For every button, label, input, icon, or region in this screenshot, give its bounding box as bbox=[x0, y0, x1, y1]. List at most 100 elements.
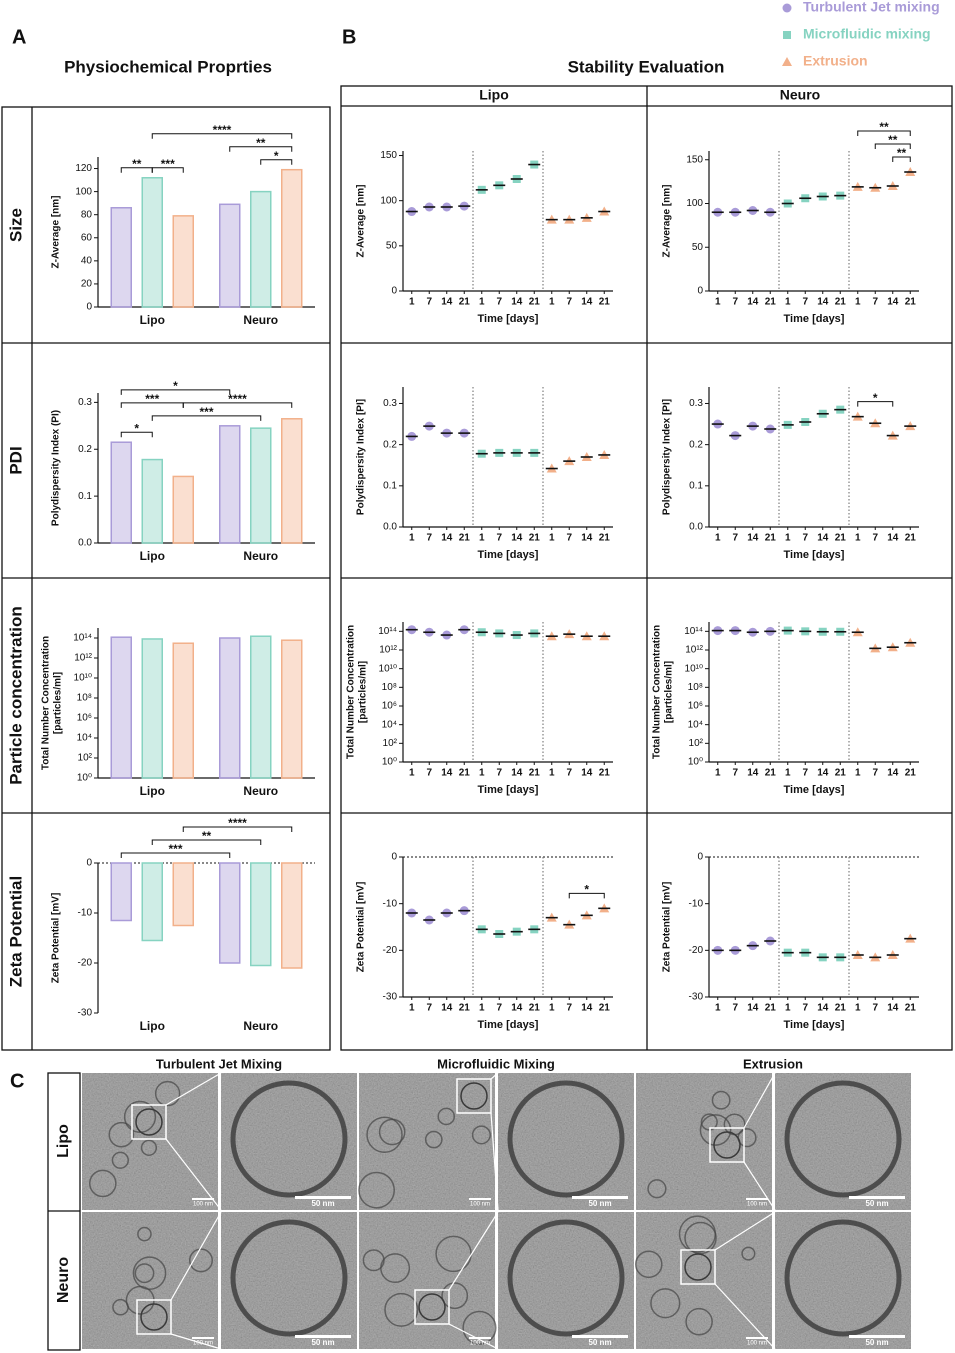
x-tick-label: 1 bbox=[785, 768, 791, 779]
bar bbox=[219, 862, 241, 964]
x-tick-label: 14 bbox=[887, 533, 899, 544]
panel-label: C bbox=[10, 1070, 24, 1092]
x-tick-label: 14 bbox=[441, 768, 453, 779]
scale-bar bbox=[469, 1337, 491, 1339]
x-tick-label: 7 bbox=[872, 533, 878, 544]
x-tick-label: 21 bbox=[905, 297, 917, 308]
x-tick-label: 7 bbox=[426, 533, 432, 544]
y-axis-label: [particles/ml] bbox=[53, 672, 64, 734]
significance-bracket bbox=[874, 143, 911, 149]
x-tick-label: 1 bbox=[479, 1003, 485, 1014]
significance-label: * bbox=[873, 391, 878, 405]
y-axis-label: [particles/ml] bbox=[358, 661, 369, 723]
micrograph-grain bbox=[775, 1212, 911, 1349]
vesicle bbox=[635, 1250, 663, 1279]
x-tick-label: 1 bbox=[855, 297, 861, 308]
x-tick-label: 14 bbox=[817, 297, 829, 308]
x-tick-label: 21 bbox=[765, 1003, 777, 1014]
vesicle bbox=[424, 1130, 443, 1149]
significance-label: ** bbox=[202, 829, 212, 843]
panel-label: A bbox=[12, 26, 26, 48]
scale-bar bbox=[192, 1337, 214, 1339]
significance-bracket bbox=[151, 167, 184, 173]
x-tick-label: 1 bbox=[715, 768, 721, 779]
bar bbox=[281, 639, 303, 779]
y-axis-label: Zeta Potential [mV] bbox=[51, 893, 62, 984]
row-header: PDI bbox=[6, 446, 25, 474]
scale-bar-label: 50 nm bbox=[865, 1199, 888, 1208]
significance-label: *** bbox=[161, 157, 175, 171]
y-axis-label: Total Number Concentration bbox=[41, 636, 52, 770]
row-header: Lipo bbox=[55, 1124, 72, 1158]
vesicle bbox=[471, 1125, 491, 1145]
scale-bar-label: 100 nm bbox=[747, 1202, 767, 1208]
significance-bracket bbox=[120, 389, 231, 395]
y-axis-label: Total Number Concentration bbox=[346, 625, 357, 759]
zoom-line bbox=[490, 1112, 499, 1211]
y-tick-label: 0.0 bbox=[383, 522, 397, 533]
scale-bar bbox=[192, 1198, 214, 1200]
x-tick-label: 7 bbox=[566, 1003, 572, 1014]
x-tick-label: 7 bbox=[426, 1003, 432, 1014]
significance-label: **** bbox=[228, 816, 247, 830]
zoom-line bbox=[714, 1211, 776, 1251]
y-tick-label: 10¹⁰ bbox=[379, 663, 397, 674]
y-tick-label: 20 bbox=[81, 279, 93, 290]
vesicle bbox=[713, 1131, 741, 1159]
x-tick-label: 14 bbox=[511, 1003, 523, 1014]
y-tick-label: 10² bbox=[689, 738, 704, 749]
vesicle bbox=[112, 1298, 129, 1316]
x-tick-label: 21 bbox=[905, 533, 917, 544]
y-tick-label: 0.3 bbox=[383, 398, 397, 409]
zoom-line bbox=[165, 1072, 222, 1106]
significance-bracket bbox=[182, 402, 293, 408]
x-tick-label: 7 bbox=[872, 1003, 878, 1014]
x-tick-label: 1 bbox=[409, 297, 415, 308]
vesicle bbox=[111, 1151, 129, 1169]
vesicle-zoom bbox=[230, 1080, 348, 1198]
micrograph-grain bbox=[498, 1073, 634, 1210]
significance-label: * bbox=[173, 379, 178, 393]
scale-bar-label: 100 nm bbox=[470, 1341, 490, 1347]
bar bbox=[141, 862, 163, 942]
micrograph-grain bbox=[498, 1212, 634, 1349]
y-tick-label: 0.2 bbox=[689, 439, 703, 450]
x-tick-label: Lipo bbox=[140, 313, 165, 327]
scale-bar-label: 50 nm bbox=[311, 1338, 334, 1347]
vesicle bbox=[684, 1253, 712, 1281]
bar bbox=[219, 203, 241, 308]
y-tick-label: 10² bbox=[383, 738, 398, 749]
scale-bar-label: 100 nm bbox=[193, 1202, 213, 1208]
micrograph-grain bbox=[221, 1212, 357, 1349]
x-tick-label: 14 bbox=[817, 1003, 829, 1014]
bar bbox=[141, 177, 163, 308]
y-tick-label: 10⁸ bbox=[77, 693, 92, 704]
y-axis-label: Zeta Potential [mV] bbox=[356, 882, 367, 973]
scale-bar-label: 50 nm bbox=[588, 1199, 611, 1208]
y-axis-label: Z-Average [nm] bbox=[356, 185, 367, 258]
x-tick-label: 14 bbox=[747, 768, 759, 779]
vesicle-zoom bbox=[784, 1219, 902, 1337]
x-tick-label: 1 bbox=[409, 1003, 415, 1014]
vesicle bbox=[140, 1139, 158, 1156]
row-header: Zeta Potential bbox=[6, 876, 25, 987]
x-tick-label: 14 bbox=[511, 297, 523, 308]
x-tick-label: 1 bbox=[549, 297, 555, 308]
y-tick-label: 10⁴ bbox=[77, 733, 92, 744]
micrograph-grain bbox=[775, 1073, 911, 1210]
x-tick-label: 21 bbox=[835, 768, 847, 779]
significance-label: ** bbox=[897, 146, 907, 160]
x-tick-label: 1 bbox=[715, 1003, 721, 1014]
significance-label: *** bbox=[168, 842, 182, 856]
marker bbox=[783, 31, 791, 39]
y-axis-label: Z-Average [nm] bbox=[662, 185, 673, 258]
significance-label: * bbox=[134, 421, 139, 435]
zoom-line bbox=[743, 1161, 776, 1211]
x-tick-label: 14 bbox=[747, 1003, 759, 1014]
y-tick-label: 10¹² bbox=[379, 645, 397, 656]
x-axis-label: Time [days] bbox=[784, 1019, 845, 1031]
x-tick-label: 14 bbox=[817, 533, 829, 544]
x-tick-label: 7 bbox=[426, 297, 432, 308]
x-tick-label: 21 bbox=[599, 1003, 611, 1014]
x-tick-label: 14 bbox=[441, 1003, 453, 1014]
